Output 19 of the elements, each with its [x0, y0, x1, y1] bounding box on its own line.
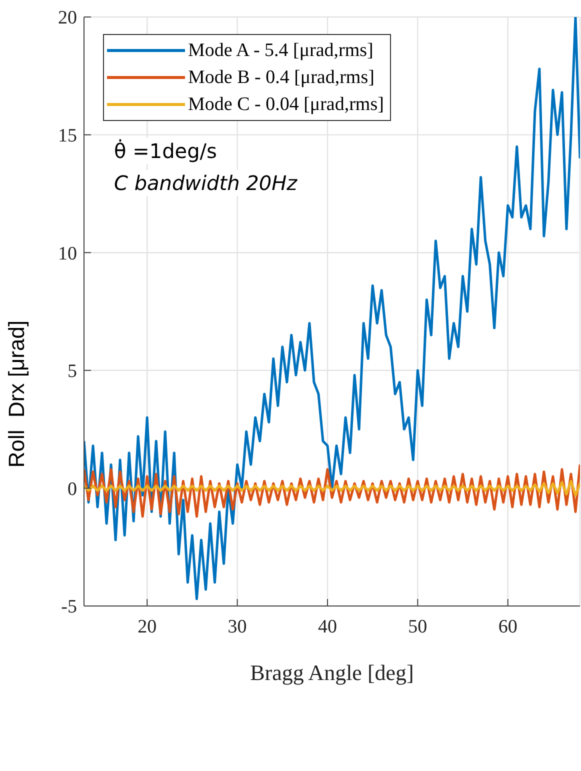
x-tick-label: 20 — [138, 616, 157, 638]
x-tick-label: 30 — [228, 616, 247, 638]
y-tick-label: 0 — [68, 478, 77, 500]
annotation: C bandwidth 20Hz — [112, 170, 300, 196]
y-axis-title: Roll Drx [μrad] — [4, 320, 30, 468]
y-tick-label: 15 — [58, 126, 77, 147]
x-tick-label: 40 — [318, 616, 337, 638]
legend-label: Mode C - 0.04 [μrad,rms] — [188, 93, 384, 117]
y-tick-label: -5 — [61, 596, 77, 618]
line-series — [84, 480, 580, 497]
legend-label: Mode B - 0.4 [μrad,rms] — [188, 66, 374, 90]
legend-label: Mode A - 5.4 [μrad,rms] — [188, 39, 374, 63]
y-tick-label: 20 — [58, 8, 77, 29]
x-tick-label: 50 — [408, 616, 428, 638]
y-tick-label: 10 — [58, 243, 77, 264]
x-tick-label: 60 — [498, 616, 518, 638]
annotation: θ̇ =1deg/s — [112, 138, 219, 164]
y-tick-label: 5 — [68, 361, 77, 382]
x-axis-title: Bragg Angle [deg] — [250, 660, 414, 685]
